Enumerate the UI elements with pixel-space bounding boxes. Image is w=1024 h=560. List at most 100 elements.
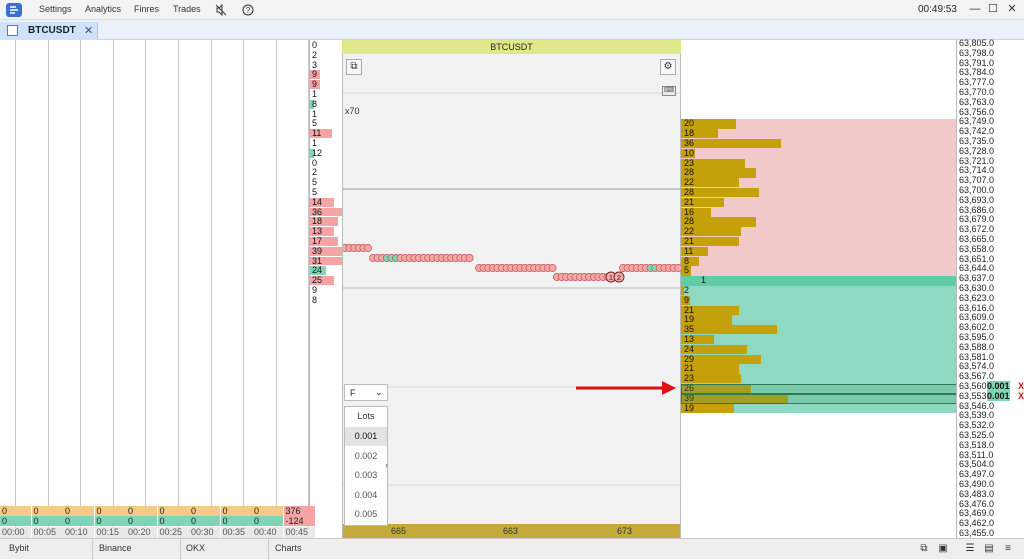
price-level[interactable]: 63,539.0 [959,410,995,421]
price-level[interactable]: 63,693.0 [959,194,995,205]
cluster-value: 25 [312,275,323,286]
price-level[interactable]: 63,588.0 [959,341,995,352]
lot-option[interactable]: 0.001 [345,427,387,446]
status-tab-charts[interactable]: Charts [275,543,302,553]
help-icon[interactable]: ? [242,4,254,16]
price-level[interactable]: 63,805.0 [959,38,995,48]
order-size[interactable]: 0.001 [987,390,1010,401]
bid-volume-bar [681,305,739,315]
tab-btcusdt[interactable]: BTCUSDT ✕ [0,22,98,40]
order-size[interactable]: 0.001 [987,381,1010,391]
price-level[interactable]: 63,770.0 [959,87,995,97]
chevron-right-icon[interactable]: › [385,460,388,470]
trade-bubble[interactable] [548,264,557,272]
price-level[interactable]: 63,735.0 [959,136,995,146]
price-level[interactable]: 63,483.0 [959,488,995,499]
price-level[interactable]: 63,686.0 [959,204,995,215]
price-level[interactable]: 63,658.0 [959,243,995,254]
lot-option[interactable]: 0.005 [354,509,378,520]
price-level[interactable]: 63,595.0 [959,332,995,342]
price-level[interactable]: 63,644.0 [959,263,995,274]
order-cancel-icon[interactable]: X [1018,381,1024,391]
price-level[interactable]: 63,721.0 [959,155,995,166]
price-level[interactable]: 63,525.0 [959,430,995,440]
price-level[interactable]: 63,637.0 [959,273,995,284]
menu-trades[interactable]: Trades [173,4,201,14]
bid-volume-value: 23 [684,373,695,384]
window-icon[interactable]: ▣ [938,543,948,554]
price-level[interactable]: 63,707.0 [959,175,995,186]
price-level[interactable]: 63,784.0 [959,67,995,78]
maximize-button[interactable]: ☐ [988,3,998,15]
ask-volume-value: 23 [684,157,695,168]
menu-settings[interactable]: Settings [39,4,72,14]
trade-bubble[interactable] [364,244,372,252]
bid-volume-value: 21 [684,363,695,374]
trade-bubble-large[interactable] [613,271,625,283]
menu-analytics[interactable]: Analytics [85,4,122,14]
price-level[interactable]: 63,560.0 [959,381,995,391]
price-level[interactable]: 63,462.0 [959,518,995,529]
screenshot-icon[interactable]: ⧉ [920,543,928,554]
price-level[interactable]: 63,609.0 [959,312,995,323]
price-level[interactable]: 63,665.0 [959,234,995,244]
menu-finres[interactable]: Finres [134,4,160,14]
price-level[interactable]: 63,630.0 [959,283,995,293]
price-level[interactable]: 63,749.0 [959,116,995,127]
price-level[interactable]: 63,546.0 [959,400,995,411]
price-level[interactable]: 63,616.0 [959,302,995,313]
price-level[interactable]: 63,511.0 [959,449,994,460]
price-level[interactable]: 63,798.0 [959,47,995,58]
price-level[interactable]: 63,469.0 [959,508,995,519]
price-level[interactable]: 63,714.0 [959,165,995,176]
price-level[interactable]: 63,756.0 [959,106,995,117]
price-level[interactable]: 63,581.0 [959,351,995,362]
price-level[interactable]: 63,728.0 [959,145,995,156]
price-level[interactable]: 63,455.0 [959,528,995,538]
price-level[interactable]: 63,602.0 [959,322,995,333]
price-level[interactable]: 63,567.0 [959,371,995,382]
book-icon[interactable]: ▤ [984,543,994,554]
keyboard-icon[interactable]: ⌨ [662,86,676,96]
lot-option[interactable]: 0.002 [354,450,378,461]
order-mode-select[interactable]: F ⌄ [344,384,388,401]
dom-ladder[interactable]: 20 18 36 10 23 28 22 28 21 16 28 22 21 11 8 5 1 2 9 21 19 35 1… [681,40,1024,538]
price-level[interactable]: 63,742.0 [959,126,995,137]
exchange-tab-bybit[interactable]: Bybit [9,543,30,553]
price-level[interactable]: 63,763.0 [959,96,995,107]
exchange-tab-binance[interactable]: Binance [99,543,132,553]
lot-option[interactable]: 0.003 [354,470,378,481]
close-button[interactable]: ✕ [1007,3,1017,15]
cluster-value: 18 [312,216,323,227]
lot-option[interactable]: 0.004 [354,489,378,500]
price-level[interactable]: 63,700.0 [959,185,995,195]
mute-icon[interactable] [215,4,227,16]
trade-bubble[interactable] [465,254,474,262]
price-level[interactable]: 63,532.0 [959,420,995,431]
time-column-line [112,40,114,538]
menu-lines-icon[interactable]: ≡ [1005,543,1011,554]
price-level[interactable]: 63,777.0 [959,77,995,88]
price-level[interactable]: 63,476.0 [959,498,995,509]
price-level[interactable]: 63,574.0 [959,361,995,372]
order-cancel-icon[interactable]: X [1018,390,1024,401]
price-scale[interactable]: 63,805.0 63,798.0 63,791.0 63,784.0 63,777.0… [956,38,1024,538]
price-level[interactable]: 63,553.0 [959,390,995,401]
price-level[interactable]: 63,490.0 [959,479,995,489]
price-level[interactable]: 63,497.0 [959,469,995,480]
chart-tool-icon[interactable]: ⧉ [346,59,362,75]
price-level[interactable]: 63,651.0 [959,253,995,264]
price-level[interactable]: 63,672.0 [959,224,995,235]
list-icon[interactable]: ☰ [965,543,975,554]
exchange-tab-okx[interactable]: OKX [186,543,206,553]
price-level[interactable]: 63,504.0 [959,459,995,470]
minimize-button[interactable]: — [969,3,981,15]
chart-settings-gear-icon[interactable]: ⚙ [660,59,676,75]
bid-volume-bar [681,315,732,325]
price-level[interactable]: 63,518.0 [959,439,995,450]
price-level[interactable]: 63,623.0 [959,292,995,303]
tab-close-icon[interactable]: ✕ [84,25,94,37]
price-level[interactable]: 63,791.0 [959,57,995,68]
price-level[interactable]: 63,679.0 [959,214,995,225]
